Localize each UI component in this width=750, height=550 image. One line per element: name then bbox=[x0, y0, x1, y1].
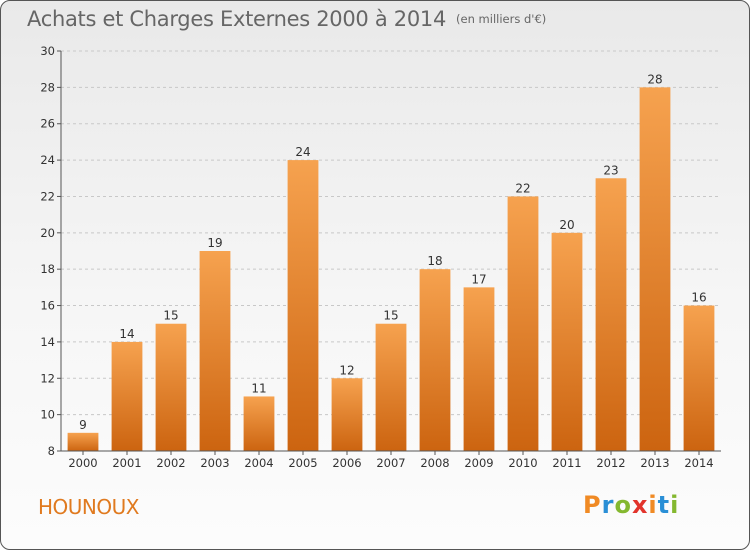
proxiti-logo: Proxiti bbox=[583, 491, 679, 519]
bar-2006 bbox=[331, 378, 363, 451]
y-tick-label: 28 bbox=[40, 80, 55, 94]
value-label: 15 bbox=[383, 309, 398, 323]
x-tick-label: 2012 bbox=[596, 456, 625, 470]
bar-2012 bbox=[595, 178, 627, 452]
chart-unit: (en milliers d'€) bbox=[456, 12, 547, 26]
value-label: 9 bbox=[79, 418, 87, 432]
y-tick-label: 30 bbox=[40, 44, 55, 58]
bar-2004 bbox=[243, 396, 275, 451]
value-label: 15 bbox=[163, 309, 178, 323]
bar-2011 bbox=[551, 232, 583, 451]
x-tick-label: 2009 bbox=[464, 456, 493, 470]
value-label: 11 bbox=[251, 381, 266, 395]
bar-2008 bbox=[419, 269, 451, 451]
y-tick-label: 20 bbox=[40, 226, 55, 240]
value-label: 28 bbox=[647, 72, 662, 86]
y-tick-label: 14 bbox=[40, 335, 55, 349]
x-tick-label: 2004 bbox=[244, 456, 273, 470]
x-tick-label: 2014 bbox=[684, 456, 713, 470]
bar-2010 bbox=[507, 196, 539, 451]
value-label: 16 bbox=[691, 291, 706, 305]
x-tick-label: 2000 bbox=[68, 456, 97, 470]
value-label: 20 bbox=[559, 218, 574, 232]
y-tick-label: 10 bbox=[40, 408, 55, 422]
value-label: 14 bbox=[119, 327, 134, 341]
y-tick-label: 16 bbox=[40, 299, 55, 313]
logo-letter: x bbox=[631, 491, 649, 519]
bar-2001 bbox=[111, 341, 143, 451]
x-tick-label: 2013 bbox=[640, 456, 669, 470]
logo-letter: r bbox=[601, 491, 615, 519]
value-label: 12 bbox=[339, 363, 354, 377]
y-tick-label: 8 bbox=[48, 444, 55, 458]
value-label: 17 bbox=[471, 272, 486, 286]
value-label: 22 bbox=[515, 181, 530, 195]
value-label: 19 bbox=[207, 236, 222, 250]
x-tick-label: 2006 bbox=[332, 456, 361, 470]
x-tick-label: 2003 bbox=[200, 456, 229, 470]
y-tick-label: 22 bbox=[40, 189, 55, 203]
bar-2009 bbox=[463, 287, 495, 451]
y-tick-label: 12 bbox=[40, 371, 55, 385]
chart-title-text: Achats et Charges Externes 2000 à 2014 bbox=[27, 7, 447, 31]
value-label: 23 bbox=[603, 163, 618, 177]
x-tick-label: 2001 bbox=[112, 456, 141, 470]
logo-letter: o bbox=[614, 491, 632, 519]
y-tick-label: 26 bbox=[40, 117, 55, 131]
logo-letter: i bbox=[648, 491, 658, 519]
bar-2007 bbox=[375, 323, 407, 451]
bar-2002 bbox=[155, 323, 187, 451]
x-tick-label: 2002 bbox=[156, 456, 185, 470]
y-tick-label: 18 bbox=[40, 262, 55, 276]
logo-letter: P bbox=[583, 491, 602, 519]
chart-title: Achats et Charges Externes 2000 à 2014 (e… bbox=[27, 7, 546, 31]
x-tick-label: 2011 bbox=[552, 456, 581, 470]
commune-name: HOUNOUX bbox=[38, 495, 139, 519]
x-tick-label: 2005 bbox=[288, 456, 317, 470]
logo-letter: t bbox=[657, 491, 671, 519]
value-label: 24 bbox=[295, 145, 310, 159]
y-tick-label: 24 bbox=[40, 153, 55, 167]
bar-2013 bbox=[639, 87, 671, 451]
bar-2003 bbox=[199, 251, 231, 451]
x-tick-label: 2010 bbox=[508, 456, 537, 470]
bar-2000 bbox=[67, 432, 99, 451]
value-label: 18 bbox=[427, 254, 442, 268]
x-tick-label: 2008 bbox=[420, 456, 449, 470]
bar-2014 bbox=[683, 305, 715, 451]
bar-2005 bbox=[287, 160, 319, 451]
logo-letter: i bbox=[670, 491, 680, 519]
x-tick-label: 2007 bbox=[376, 456, 405, 470]
